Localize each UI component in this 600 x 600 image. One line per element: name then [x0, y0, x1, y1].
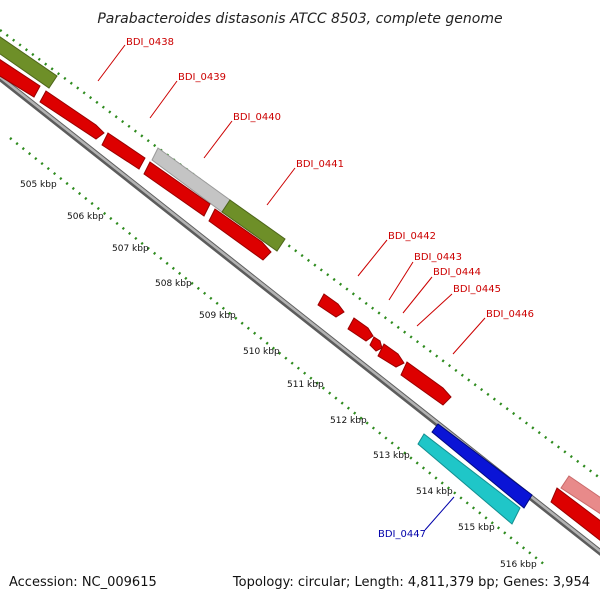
gene-red-0443[interactable]	[347, 317, 374, 342]
connector-0438	[97, 44, 126, 82]
kbp-label-513: 513 kbp	[373, 451, 410, 461]
accession-text: Accession: NC_009615	[9, 575, 157, 590]
gene-red-0441[interactable]	[208, 208, 272, 261]
genome-summary-text: Topology: circular; Length: 4,811,379 bp…	[232, 575, 590, 590]
gene-olive-top-left[interactable]	[0, 30, 58, 89]
gene-label-0439[interactable]: BDI_0439	[178, 72, 226, 83]
gene-label-0444[interactable]: BDI_0444	[433, 267, 481, 278]
gene-label-0438[interactable]: BDI_0438	[126, 37, 174, 48]
kbp-label-516: 516 kbp	[500, 560, 537, 570]
connector-0442	[357, 239, 388, 277]
gene-red-right[interactable]	[550, 487, 600, 548]
connector-0445	[416, 293, 453, 327]
kbp-label-509: 509 kbp	[199, 311, 236, 321]
connector-0444	[402, 276, 433, 314]
gene-pink-right[interactable]	[560, 475, 600, 520]
gene-label-0447[interactable]: BDI_0447	[378, 529, 426, 540]
kbp-label-512: 512 kbp	[330, 416, 367, 426]
gene-red-0446[interactable]	[400, 361, 452, 406]
connector-0446	[452, 317, 486, 355]
gene-red-0438[interactable]	[39, 90, 105, 140]
kbp-label-511: 511 kbp	[287, 380, 324, 390]
kbp-label-507: 507 kbp	[112, 244, 149, 254]
connector-0441	[266, 167, 296, 206]
gene-label-0442[interactable]: BDI_0442	[388, 231, 436, 242]
connector-0443	[388, 261, 414, 301]
kbp-label-510: 510 kbp	[243, 347, 280, 357]
gene-red-0440[interactable]	[143, 161, 211, 217]
connector-0439	[149, 80, 178, 119]
gene-red-0444[interactable]	[369, 336, 383, 352]
gene-label-0445[interactable]: BDI_0445	[453, 284, 501, 295]
kbp-label-506: 506 kbp	[67, 212, 104, 222]
gene-blue-0447[interactable]	[431, 423, 533, 509]
connector-0440	[203, 120, 233, 159]
kbp-label-508: 508 kbp	[155, 279, 192, 289]
connector-0447	[424, 496, 455, 531]
gene-label-0443[interactable]: BDI_0443	[414, 252, 462, 263]
gene-label-0441[interactable]: BDI_0441	[296, 159, 344, 170]
kbp-label-515: 515 kbp	[458, 523, 495, 533]
gene-red-1[interactable]	[0, 53, 41, 98]
outer-tick-track	[0, 28, 600, 480]
gene-label-0446[interactable]: BDI_0446	[486, 309, 534, 320]
gene-olive-0441[interactable]	[221, 199, 286, 252]
map-title: Parabacteroides distasonis ATCC 8503, co…	[97, 11, 502, 27]
gene-red-0445[interactable]	[377, 343, 405, 368]
kbp-label-514: 514 kbp	[416, 487, 453, 497]
gene-label-0440[interactable]: BDI_0440	[233, 112, 281, 123]
kbp-label-505: 505 kbp	[20, 180, 57, 190]
gene-cyan-0447[interactable]	[417, 433, 521, 525]
gene-red-0442[interactable]	[317, 293, 345, 318]
gene-red-0439[interactable]	[101, 132, 146, 170]
